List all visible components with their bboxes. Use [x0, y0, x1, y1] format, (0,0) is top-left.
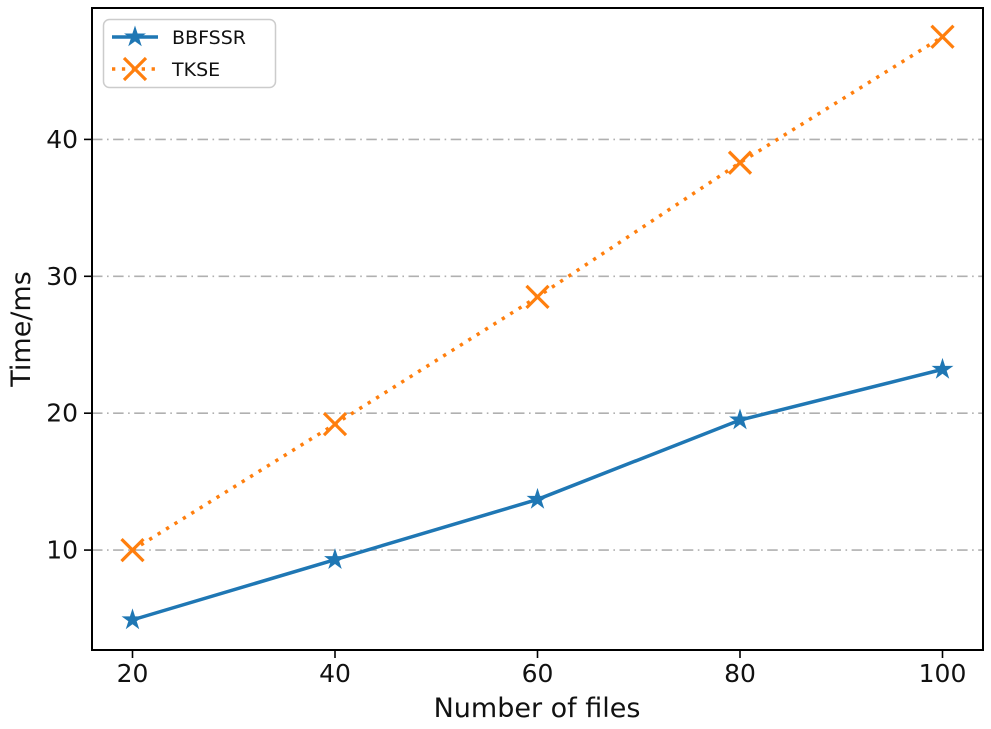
- legend-entry-bbfssr: BBFSSR: [112, 25, 246, 49]
- x-axis-label: Number of files: [434, 693, 641, 724]
- y-tick-label: 20: [46, 399, 78, 428]
- x-tick-label: 100: [919, 659, 967, 688]
- data-point-marker-x: [120, 537, 145, 563]
- legend-label-tkse: TKSE: [171, 59, 220, 81]
- series-line: [131, 35, 944, 552]
- series-lines: [120, 24, 955, 630]
- series-bbfssr: [121, 357, 954, 630]
- plot-border: [91, 7, 984, 651]
- data-point-marker-x: [930, 24, 955, 49]
- x-tick-label: 40: [319, 659, 351, 688]
- x-tick-label: 80: [724, 659, 756, 688]
- data-point-marker-star: [121, 608, 144, 630]
- y-tick-label: 10: [46, 536, 78, 565]
- tick-labels: 20 40 60 80 100 10 20 30 40: [46, 125, 966, 688]
- grid-lines: [92, 138, 983, 551]
- data-point-marker-star: [729, 408, 751, 430]
- data-point-marker-x: [322, 412, 348, 437]
- data-point-marker-x: [525, 284, 550, 309]
- data-point-marker-star: [526, 487, 549, 509]
- data-point-marker-x: [727, 150, 753, 175]
- x-tick-label: 20: [117, 659, 149, 688]
- y-tick-label: 30: [46, 262, 78, 291]
- legend-entry-tkse: TKSE: [112, 56, 220, 82]
- y-axis-label: Time/ms: [6, 271, 37, 388]
- legend-label-bbfssr: BBFSSR: [172, 27, 246, 49]
- data-point-marker-x: [122, 56, 148, 82]
- series-tkse: [120, 24, 955, 563]
- legend-sample-tkse: [112, 56, 158, 82]
- y-tick-label: 40: [46, 125, 78, 154]
- data-point-marker-star: [931, 357, 954, 379]
- x-tick-label: 60: [522, 659, 554, 688]
- axis-ticks: [84, 138, 944, 658]
- data-point-marker-star: [124, 25, 146, 47]
- legend: BBFSSR TKSE: [102, 18, 277, 89]
- legend-sample-bbfssr: [112, 25, 158, 47]
- data-point-marker-star: [324, 548, 346, 569]
